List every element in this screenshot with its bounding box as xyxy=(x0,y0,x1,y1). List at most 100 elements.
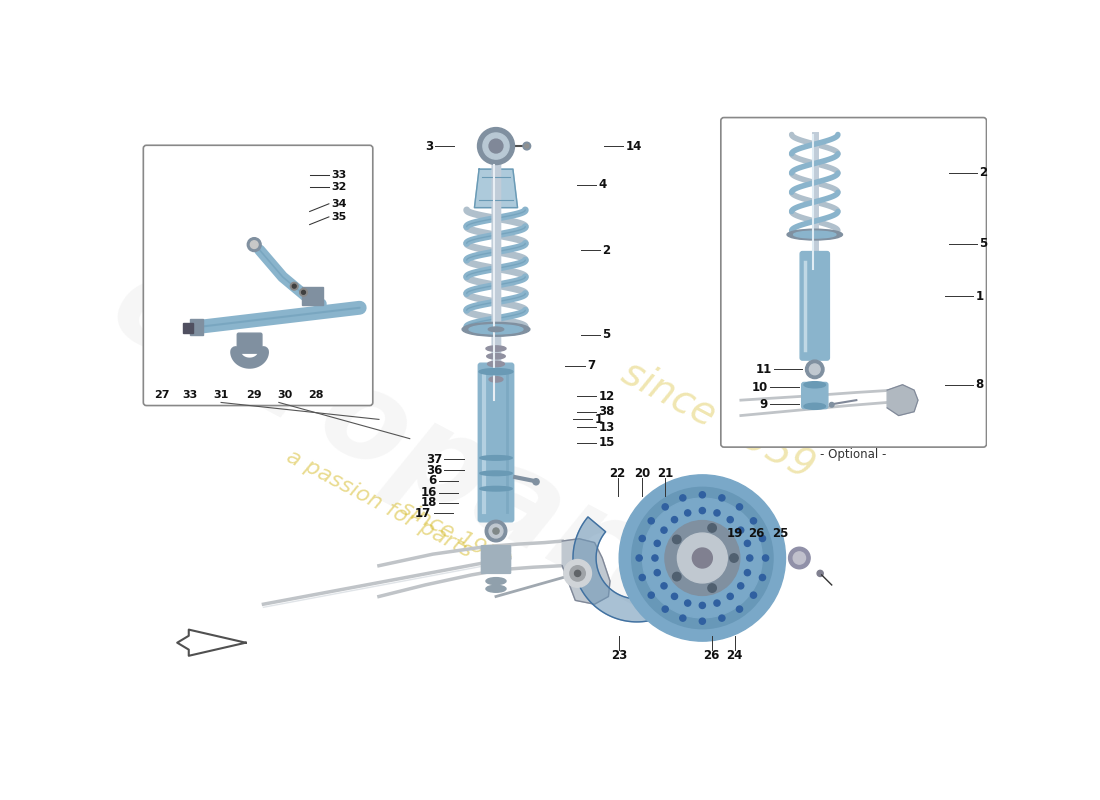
Circle shape xyxy=(700,492,705,498)
FancyBboxPatch shape xyxy=(478,363,514,522)
Circle shape xyxy=(738,582,744,589)
Circle shape xyxy=(661,582,667,589)
Circle shape xyxy=(736,606,743,612)
Circle shape xyxy=(759,535,766,542)
Circle shape xyxy=(532,478,539,485)
Circle shape xyxy=(672,572,681,581)
Circle shape xyxy=(729,554,738,562)
Circle shape xyxy=(738,527,744,534)
Circle shape xyxy=(619,475,785,641)
Text: 17: 17 xyxy=(415,507,431,520)
Circle shape xyxy=(714,600,720,606)
Circle shape xyxy=(708,584,716,592)
Text: 15: 15 xyxy=(598,436,615,449)
Text: 36: 36 xyxy=(426,464,442,477)
Ellipse shape xyxy=(462,322,530,336)
Circle shape xyxy=(718,495,725,501)
Circle shape xyxy=(485,520,507,542)
Ellipse shape xyxy=(488,369,504,374)
Circle shape xyxy=(477,127,515,165)
Circle shape xyxy=(664,521,740,595)
Circle shape xyxy=(708,524,716,532)
Text: since 1959: since 1959 xyxy=(397,498,515,572)
Polygon shape xyxy=(177,630,245,656)
FancyBboxPatch shape xyxy=(802,382,828,409)
Circle shape xyxy=(671,594,678,599)
Ellipse shape xyxy=(804,403,825,410)
Text: 31: 31 xyxy=(213,390,229,400)
Text: 27: 27 xyxy=(154,390,169,400)
Text: 9: 9 xyxy=(760,398,768,410)
Circle shape xyxy=(652,555,658,561)
Text: 24: 24 xyxy=(726,649,742,662)
Circle shape xyxy=(522,142,530,150)
Circle shape xyxy=(672,535,681,544)
Circle shape xyxy=(490,524,503,538)
Circle shape xyxy=(745,570,750,576)
Circle shape xyxy=(727,594,734,599)
FancyBboxPatch shape xyxy=(800,251,829,360)
Circle shape xyxy=(745,540,750,546)
FancyBboxPatch shape xyxy=(482,566,510,574)
Circle shape xyxy=(525,144,529,148)
Circle shape xyxy=(490,139,503,153)
Circle shape xyxy=(762,555,769,561)
Polygon shape xyxy=(190,319,204,334)
Circle shape xyxy=(817,570,823,577)
Text: 28: 28 xyxy=(308,390,323,400)
Circle shape xyxy=(700,507,705,514)
Text: 2: 2 xyxy=(603,243,611,257)
Circle shape xyxy=(662,606,669,612)
Text: 11: 11 xyxy=(756,363,772,376)
Text: 22: 22 xyxy=(609,467,626,480)
Polygon shape xyxy=(562,538,609,604)
Ellipse shape xyxy=(486,578,506,585)
Text: 16: 16 xyxy=(420,486,437,499)
Circle shape xyxy=(290,282,298,290)
Circle shape xyxy=(714,510,720,516)
Text: 34: 34 xyxy=(331,198,346,209)
Ellipse shape xyxy=(480,455,513,460)
Text: since 1959: since 1959 xyxy=(615,353,821,486)
Circle shape xyxy=(789,547,810,569)
Circle shape xyxy=(718,615,725,621)
Circle shape xyxy=(671,517,678,522)
Circle shape xyxy=(493,528,499,534)
Ellipse shape xyxy=(804,382,825,388)
Text: a passion for parts: a passion for parts xyxy=(283,446,475,562)
Circle shape xyxy=(563,559,592,587)
Text: 5: 5 xyxy=(980,238,988,250)
Text: 1: 1 xyxy=(976,290,983,302)
Text: 38: 38 xyxy=(598,405,615,418)
Polygon shape xyxy=(573,517,692,622)
Circle shape xyxy=(678,533,727,583)
Circle shape xyxy=(570,566,585,581)
Text: 23: 23 xyxy=(612,649,627,662)
Text: 6: 6 xyxy=(429,474,437,487)
Text: 4: 4 xyxy=(598,178,607,191)
Circle shape xyxy=(680,615,686,621)
Text: 12: 12 xyxy=(598,390,615,403)
Circle shape xyxy=(251,241,258,249)
Ellipse shape xyxy=(480,486,513,491)
Text: 26: 26 xyxy=(703,649,719,662)
Polygon shape xyxy=(301,287,322,305)
Circle shape xyxy=(654,540,660,546)
Circle shape xyxy=(648,592,654,598)
Polygon shape xyxy=(183,323,192,333)
Ellipse shape xyxy=(486,346,506,351)
Circle shape xyxy=(574,570,581,577)
Text: 26: 26 xyxy=(749,527,764,540)
Circle shape xyxy=(747,555,752,561)
Text: 21: 21 xyxy=(658,467,673,480)
Text: 35: 35 xyxy=(331,212,346,222)
Text: 14: 14 xyxy=(625,139,641,153)
Circle shape xyxy=(684,510,691,516)
Text: 18: 18 xyxy=(420,496,437,509)
Circle shape xyxy=(684,600,691,606)
Circle shape xyxy=(654,570,660,576)
Ellipse shape xyxy=(486,586,506,592)
Circle shape xyxy=(750,592,757,598)
Circle shape xyxy=(483,133,509,159)
Circle shape xyxy=(750,518,757,524)
